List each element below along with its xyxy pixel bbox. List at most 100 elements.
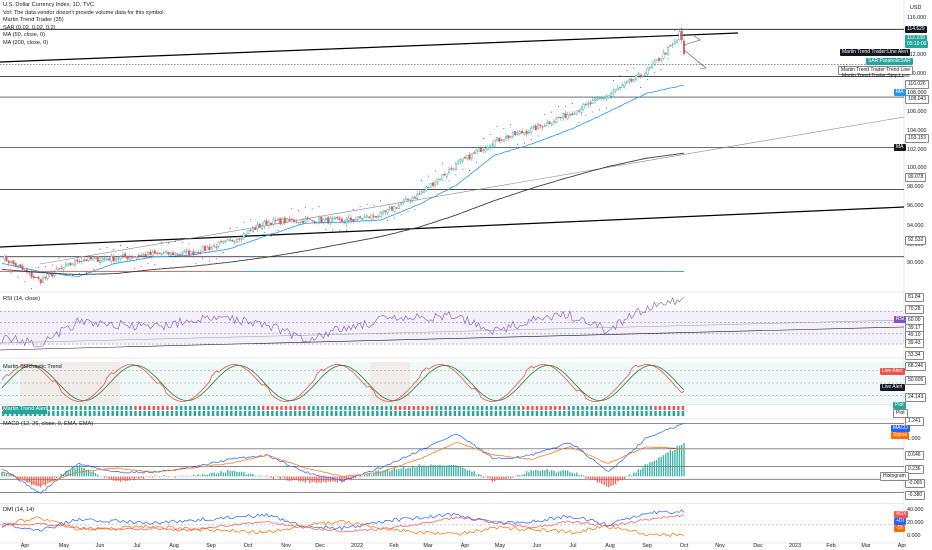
candle-up xyxy=(596,98,599,101)
trend-alert-bar xyxy=(298,406,301,410)
trend-alert-bar xyxy=(366,411,370,416)
trend-line-label: Martin Trend Trader:Trend Line xyxy=(838,66,914,75)
macd-histogram-bar xyxy=(163,474,165,477)
macd-histogram-bar xyxy=(420,465,423,477)
macd-histogram-bar xyxy=(195,475,197,477)
price-tick: 104.000 xyxy=(907,128,927,134)
candle-up xyxy=(591,100,594,104)
macd-histogram-bar xyxy=(343,476,345,482)
indicator-ma50[interactable]: MA (50, close, 0) xyxy=(3,32,45,39)
candle-up xyxy=(546,122,549,126)
candle-up xyxy=(381,210,384,214)
candle-up xyxy=(142,254,145,256)
candle-down xyxy=(258,223,261,228)
trend-alert-bar xyxy=(129,406,133,410)
macd-histogram-bar xyxy=(528,472,530,477)
candle-up xyxy=(457,161,460,164)
macd-label[interactable]: MACD (12, 26, close, 9, EMA, EMA) xyxy=(3,421,94,427)
stoch-label[interactable]: Martin Stochastic Trend xyxy=(3,364,62,370)
line-alert-label: Martin Trend Trader:Line Alert xyxy=(840,49,911,56)
candle-up xyxy=(427,187,430,189)
candle-down xyxy=(571,113,574,116)
candle-up xyxy=(429,183,432,188)
sar-dot xyxy=(195,263,197,264)
macd-histogram-bar xyxy=(596,476,599,483)
indicator-martin-trend-trader[interactable]: Martin Trend Trader (35) xyxy=(3,17,64,24)
macd-histogram-bar xyxy=(496,476,498,480)
symbol-title[interactable]: U.S. Dollar Currency Index, 1D, TVC xyxy=(3,2,94,8)
trend-alert-bar xyxy=(357,411,361,416)
dmi-label[interactable]: DMI (14, 14) xyxy=(3,507,35,513)
candle-up xyxy=(573,113,576,115)
macd-histogram-bar xyxy=(12,474,15,477)
macd-histogram-bar xyxy=(605,476,608,487)
candle-up xyxy=(213,245,216,248)
macd-histogram-bar xyxy=(30,476,33,485)
plot-tag: Plot xyxy=(893,409,908,418)
trend-alert-bar xyxy=(266,411,269,416)
candle-up xyxy=(140,254,143,256)
macd-histogram-bar xyxy=(491,476,494,482)
candle-down xyxy=(657,58,660,61)
sar-dot xyxy=(421,179,423,181)
candle-down xyxy=(204,246,207,251)
trend-alert-bar xyxy=(248,406,251,410)
candle-up xyxy=(240,238,243,240)
sar-dot xyxy=(284,233,286,235)
macd-histogram-bar xyxy=(320,476,323,483)
macd-histogram-bar xyxy=(113,476,115,481)
macd-histogram-bar xyxy=(535,469,537,477)
trend-alert-bar xyxy=(116,411,119,416)
candle-up xyxy=(502,139,505,142)
macd-histogram-bar xyxy=(126,476,129,481)
macd-histogram-bar xyxy=(368,473,370,477)
indicator-ma200[interactable]: MA (200, close, 0) xyxy=(3,39,49,46)
sar-label: SAR:ParabolicSAR xyxy=(866,58,913,65)
indicator-sar[interactable]: SAR (0.02, 0.02, 0.2) xyxy=(3,24,56,31)
sar-dot xyxy=(291,207,293,209)
macd-histogram-bar xyxy=(411,465,414,477)
macd-histogram-bar xyxy=(674,449,676,477)
candle-down xyxy=(58,268,61,270)
time-axis[interactable]: Apr May Jun Jul Aug Sep Oct Nov Dec 2022 Feb Mar Apr… xyxy=(0,543,906,550)
sar-dot xyxy=(168,242,169,244)
trend-alert-bar xyxy=(590,406,593,410)
candle-up xyxy=(409,200,412,202)
macd-histogram-bar xyxy=(564,470,567,477)
trend-alert-bar xyxy=(595,406,598,410)
sar-dot xyxy=(352,209,354,211)
candle-up xyxy=(42,277,45,283)
trend-alert-bar xyxy=(658,411,662,416)
macd-histogram-bar xyxy=(382,470,384,477)
price-tick: 100.000 xyxy=(907,165,927,171)
trend-alert-bar xyxy=(439,411,443,416)
candle-down xyxy=(630,78,633,82)
sar-dot xyxy=(517,143,518,145)
candle-down xyxy=(680,30,683,41)
sar-dot xyxy=(298,210,299,212)
candle-up xyxy=(35,277,38,279)
dmi-tick: 40.000 xyxy=(907,507,924,513)
price-tick: 110.000 xyxy=(907,71,927,77)
trend-alert-bar xyxy=(617,411,621,416)
trend-alert-bar xyxy=(61,406,64,410)
macd-histogram-bar xyxy=(204,474,206,477)
sar-dot xyxy=(537,135,539,137)
macd-histogram-bar xyxy=(471,471,473,477)
rsi-label[interactable]: RSI (14, close) xyxy=(3,296,40,302)
sar-dot xyxy=(475,161,477,163)
candle-up xyxy=(308,218,311,220)
trend-alert-bar xyxy=(252,411,256,416)
trend-alert-bar xyxy=(275,411,279,416)
macd-histogram-bar xyxy=(240,471,243,477)
macd-histogram-bar xyxy=(441,465,443,477)
sar-dot xyxy=(31,287,33,289)
candle-up xyxy=(461,158,464,162)
price-tick: 116.000 xyxy=(907,15,927,21)
trend-alert-bar xyxy=(230,411,233,416)
trend-alert-bar xyxy=(458,406,461,410)
candle-down xyxy=(197,251,200,254)
trend-alert-label[interactable]: Martin Trend Alert xyxy=(3,406,48,414)
